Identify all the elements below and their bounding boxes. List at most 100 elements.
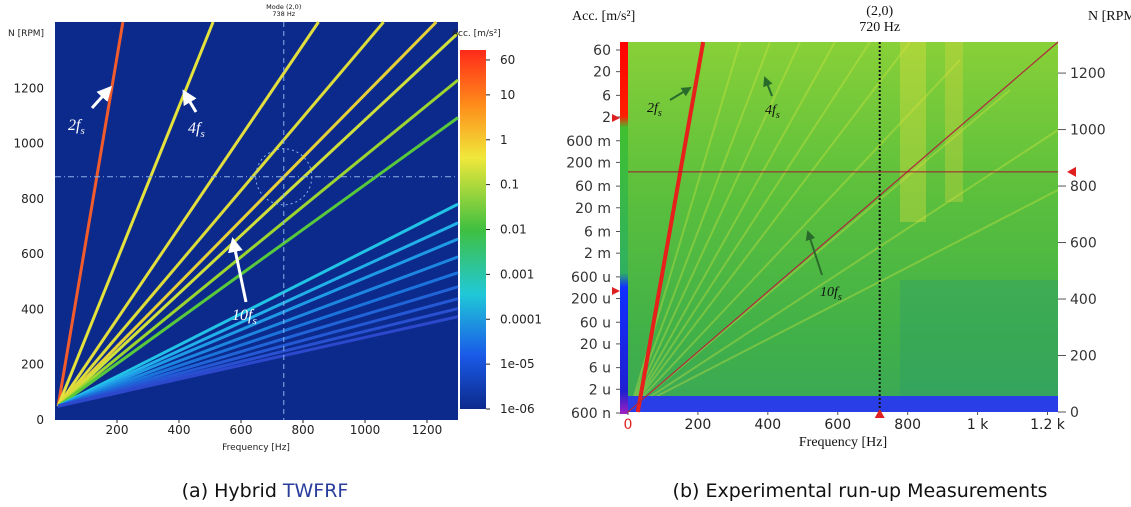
colorbar	[620, 42, 628, 414]
y-tick-label: 600	[21, 247, 44, 261]
x-axis-label: Frequency [Hz]	[222, 443, 290, 453]
x-tick-label: 200	[685, 417, 712, 433]
order-line	[635, 41, 706, 413]
colorbar-label: Acc. [m/s²]	[572, 9, 635, 24]
colorbar-tick-label: 2 u	[589, 382, 611, 398]
colorbar-tick-label: 6	[602, 88, 611, 104]
x-tick-label: 0	[624, 417, 633, 433]
x-tick-label: 600	[230, 423, 253, 437]
y-tick-label: 400	[21, 302, 44, 316]
y-tick-label: 0	[1070, 405, 1079, 421]
colorbar-tick-label: 20	[593, 65, 611, 81]
y-tick-label: 1200	[13, 81, 44, 95]
annotation: 4fs	[188, 120, 205, 140]
order-line	[57, 255, 459, 408]
mode-label: 738 Hz	[272, 10, 295, 18]
colorbar-tick-label: 6 m	[584, 225, 611, 241]
colorbar-tick-label: 600 n	[571, 406, 611, 422]
order-line	[57, 237, 459, 408]
mode-marker	[255, 148, 313, 206]
order-line	[57, 285, 459, 408]
heatmap-texture	[628, 396, 1058, 412]
order-line	[57, 78, 459, 408]
y-tick-label: 800	[21, 192, 44, 206]
order-line	[57, 271, 459, 408]
x-tick-label: 1200	[412, 423, 443, 437]
order-line	[57, 202, 459, 408]
colorbar-tick-label: 60 u	[580, 315, 611, 331]
colorbar-tick-label: 1	[500, 133, 508, 147]
arrow	[90, 85, 113, 110]
colorbar-tick-label: 2 m	[584, 246, 611, 262]
x-axis-label: Frequency [Hz]	[799, 435, 887, 450]
colorbar-tick-label: 60	[593, 43, 611, 59]
x-tick-label: 800	[292, 423, 315, 437]
x-tick-label: 600	[824, 417, 851, 433]
colorbar-tick-label: 600 m	[566, 134, 611, 150]
annotation: 10fs	[232, 307, 257, 327]
colorbar-tick-label: 200 m	[566, 155, 611, 171]
heatmap-texture	[900, 42, 926, 222]
mode-label: Mode (2,0)	[266, 3, 301, 11]
y-axis-label: N [RPM]	[1088, 9, 1131, 24]
marker	[612, 287, 620, 295]
y-tick-label: 400	[1070, 292, 1097, 308]
caption: (b) Experimental run-up Measurements	[673, 480, 1048, 502]
y-axis-label: N [RPM]	[8, 29, 44, 39]
annotation: 4fs	[765, 103, 780, 121]
colorbar-tick-label: 2	[602, 110, 611, 126]
colorbar-tick-label: 1e-05	[500, 357, 535, 371]
colorbar-tick-label: 60	[500, 53, 515, 67]
y-tick-label: 200	[1070, 349, 1097, 365]
mode-label: (2,0)	[866, 4, 893, 19]
y-tick-label: 800	[1070, 179, 1097, 195]
annotation: 2fs	[68, 117, 85, 137]
order-line	[57, 315, 459, 408]
arrow	[182, 89, 198, 113]
colorbar-tick-label: 20 u	[580, 337, 611, 353]
order-line	[56, 21, 215, 407]
colorbar-tick-label: 0.1	[500, 178, 519, 192]
x-tick-label: 1.2 k	[1030, 417, 1066, 433]
order-line	[57, 116, 459, 408]
left-chart: Mode (2,0)738 Hz 0 200 400 600 800 1000 1200 200…	[13, 3, 542, 437]
colorbar-tick-label: 60 m	[575, 179, 611, 195]
annotation: 2fs	[647, 101, 662, 119]
order-line	[56, 21, 320, 408]
y-tick-label: 600	[1070, 236, 1097, 252]
heatmap-texture	[945, 42, 963, 202]
order-line	[57, 20, 438, 408]
order-line	[56, 21, 125, 407]
x-tick-label: 1 k	[967, 417, 989, 433]
marker	[612, 114, 620, 122]
right-chart: (2,0)720 Hz 0 200 400 600 800 1000 1200 0 200 400 6…	[566, 4, 1105, 433]
colorbar-tick-label: 10	[500, 88, 515, 102]
order-line	[57, 297, 459, 408]
marker	[1067, 166, 1076, 177]
caption: (a) Hybrid TWFRF	[182, 480, 349, 502]
colorbar-tick-label: 200 u	[571, 292, 611, 308]
y-tick-label: 0	[36, 413, 44, 427]
arrow	[763, 76, 773, 97]
order-line	[57, 32, 460, 408]
arrow	[228, 237, 248, 303]
x-tick-label: 200	[106, 423, 129, 437]
order-line	[57, 221, 459, 408]
y-tick-label: 200	[21, 358, 44, 372]
colorbar-tick-label: 0.01	[500, 223, 527, 237]
colorbar-tick-label: 0.001	[500, 267, 534, 281]
colorbar-tick-label: 6 u	[589, 361, 611, 377]
x-tick-label: 400	[754, 417, 781, 433]
x-tick-label: 400	[168, 423, 191, 437]
colorbar-tick-label: 20 m	[575, 201, 611, 217]
annotation: 10fs	[820, 285, 842, 303]
y-tick-label: 1200	[1070, 66, 1106, 82]
colorbar-tick-label: 1e-06	[500, 402, 535, 416]
arrow	[669, 86, 692, 101]
marker	[874, 409, 885, 418]
y-tick-label: 1000	[13, 137, 44, 151]
heatmap-texture	[900, 280, 1058, 396]
colorbar-tick-label: 600 u	[571, 270, 611, 286]
order-line	[56, 21, 385, 408]
